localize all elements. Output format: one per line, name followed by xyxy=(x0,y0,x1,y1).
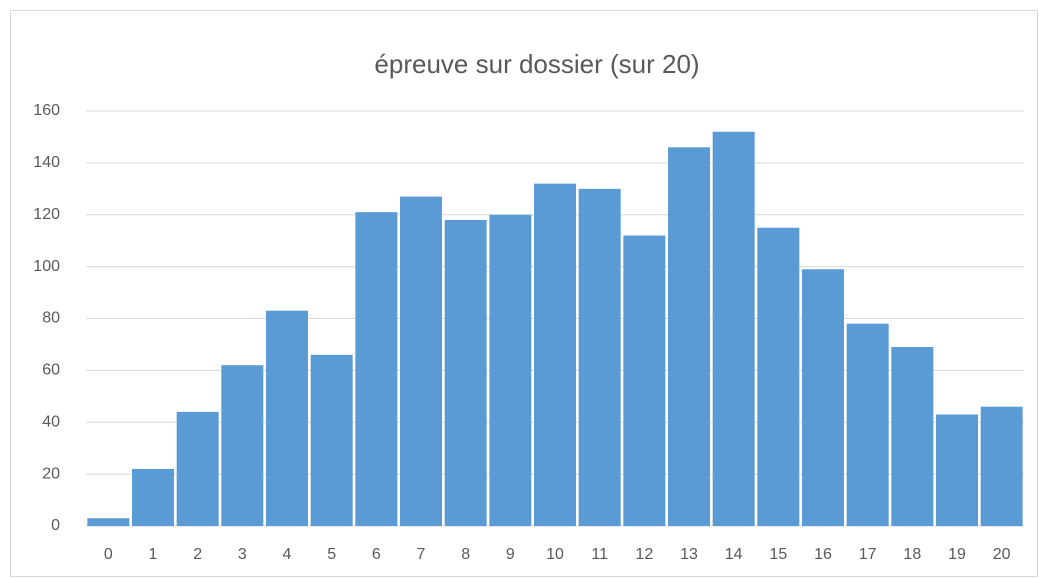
x-tick-label: 6 xyxy=(372,546,381,563)
x-tick-label: 2 xyxy=(193,546,202,563)
x-tick-label: 20 xyxy=(993,546,1011,563)
x-tick-label: 1 xyxy=(149,546,158,563)
bar xyxy=(936,414,978,526)
bar xyxy=(668,147,710,526)
x-tick-label: 19 xyxy=(948,546,966,563)
x-tick-label: 13 xyxy=(680,546,698,563)
bar xyxy=(221,365,264,526)
bar xyxy=(444,219,487,526)
x-tick-label: 4 xyxy=(283,546,292,563)
bar xyxy=(534,183,576,526)
bar xyxy=(712,131,755,526)
bar xyxy=(355,212,398,526)
x-tick-label: 9 xyxy=(506,546,515,563)
bar xyxy=(310,354,353,526)
y-tick-label: 80 xyxy=(42,310,60,327)
chart-title: épreuve sur dossier (sur 20) xyxy=(374,49,699,79)
bar xyxy=(623,235,666,526)
bar xyxy=(578,188,621,526)
bar xyxy=(266,310,308,526)
x-tick-label: 14 xyxy=(725,546,743,563)
x-tick-label: 8 xyxy=(461,546,470,563)
y-tick-label: 40 xyxy=(42,413,60,430)
x-tick-label: 12 xyxy=(635,546,653,563)
bar xyxy=(891,347,934,526)
y-tick-label: 20 xyxy=(42,465,60,482)
x-tick-label: 10 xyxy=(546,546,564,563)
bar xyxy=(132,468,174,526)
y-tick-label: 140 xyxy=(33,154,60,171)
x-tick-label: 17 xyxy=(859,546,877,563)
bar xyxy=(846,323,889,526)
bar xyxy=(980,406,1023,526)
x-tick-label: 18 xyxy=(903,546,921,563)
x-tick-label: 7 xyxy=(417,546,426,563)
y-tick-label: 120 xyxy=(33,206,60,223)
x-tick-label: 3 xyxy=(238,546,247,563)
x-tick-label: 15 xyxy=(769,546,787,563)
x-tick-label: 11 xyxy=(591,546,608,563)
bar xyxy=(176,411,219,526)
x-tick-label: 0 xyxy=(104,546,113,563)
y-tick-label: 0 xyxy=(51,517,60,534)
y-tick-label: 100 xyxy=(33,258,60,275)
bar xyxy=(489,214,532,526)
bar xyxy=(400,196,442,526)
x-tick-label: 5 xyxy=(327,546,336,563)
bar xyxy=(802,269,844,526)
bar xyxy=(757,227,800,526)
bar xyxy=(87,518,130,526)
y-tick-label: 60 xyxy=(42,362,60,379)
y-tick-label: 160 xyxy=(33,102,60,119)
x-tick-label: 16 xyxy=(814,546,832,563)
